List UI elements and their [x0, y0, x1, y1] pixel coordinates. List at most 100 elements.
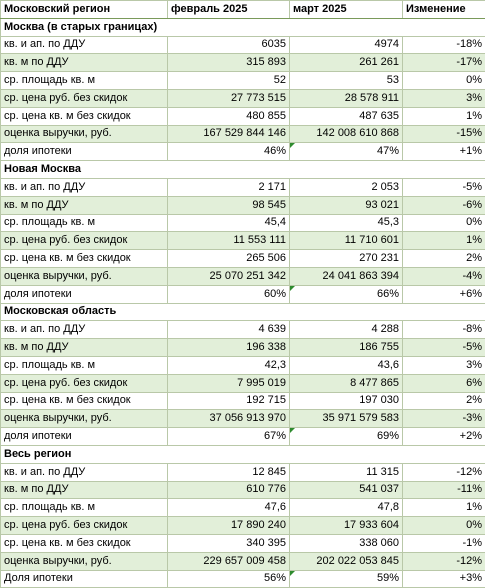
- change-value: -1%: [403, 534, 485, 552]
- section-title: Москва (в старых границах): [1, 18, 485, 36]
- row-label: ср. цена руб. без скидок: [1, 517, 168, 535]
- row-label: ср. площадь кв. м: [1, 356, 168, 374]
- change-value: 3%: [403, 89, 485, 107]
- change-value: +2%: [403, 428, 485, 446]
- mar-value: 47%: [290, 143, 403, 161]
- change-value: +3%: [403, 570, 485, 588]
- mar-value: 35 971 579 583: [290, 410, 403, 428]
- mar-value: 8 477 865: [290, 374, 403, 392]
- row-label: кв. и ап. по ДДУ: [1, 178, 168, 196]
- mar-value: 45,3: [290, 214, 403, 232]
- feb-value: 265 506: [168, 250, 290, 268]
- mar-value: 59%: [290, 570, 403, 588]
- mar-value: 541 037: [290, 481, 403, 499]
- header-feb: февраль 2025: [168, 1, 290, 19]
- change-value: -15%: [403, 125, 485, 143]
- mar-value: 202 022 053 845: [290, 552, 403, 570]
- header-mar: март 2025: [290, 1, 403, 19]
- row-label: оценка выручки, руб.: [1, 410, 168, 428]
- row-label: ср. цена руб. без скидок: [1, 374, 168, 392]
- feb-value: 67%: [168, 428, 290, 446]
- mar-value: 17 933 604: [290, 517, 403, 535]
- change-value: -8%: [403, 321, 485, 339]
- section-title: Московская область: [1, 303, 485, 321]
- mar-value: 69%: [290, 428, 403, 446]
- feb-value: 167 529 844 146: [168, 125, 290, 143]
- feb-value: 47,6: [168, 499, 290, 517]
- feb-value: 2 171: [168, 178, 290, 196]
- feb-value: 480 855: [168, 107, 290, 125]
- change-value: +6%: [403, 285, 485, 303]
- mar-value: 197 030: [290, 392, 403, 410]
- feb-value: 46%: [168, 143, 290, 161]
- change-value: 2%: [403, 250, 485, 268]
- row-label: Доля ипотеки: [1, 570, 168, 588]
- row-label: ср. цена кв. м без скидок: [1, 107, 168, 125]
- row-label: кв. и ап. по ДДУ: [1, 321, 168, 339]
- row-label: оценка выручки, руб.: [1, 552, 168, 570]
- feb-value: 37 056 913 970: [168, 410, 290, 428]
- mar-value: 11 315: [290, 463, 403, 481]
- change-value: 0%: [403, 72, 485, 90]
- row-label: кв. и ап. по ДДУ: [1, 36, 168, 54]
- row-label: ср. цена кв. м без скидок: [1, 250, 168, 268]
- row-label: ср. площадь кв. м: [1, 72, 168, 90]
- change-value: +1%: [403, 143, 485, 161]
- change-value: 1%: [403, 107, 485, 125]
- header-change: Изменение: [403, 1, 485, 19]
- feb-value: 610 776: [168, 481, 290, 499]
- mar-value: 338 060: [290, 534, 403, 552]
- mar-value: 11 710 601: [290, 232, 403, 250]
- feb-value: 229 657 009 458: [168, 552, 290, 570]
- row-label: ср. цена кв. м без скидок: [1, 392, 168, 410]
- feb-value: 315 893: [168, 54, 290, 72]
- feb-value: 7 995 019: [168, 374, 290, 392]
- mar-value: 2 053: [290, 178, 403, 196]
- feb-value: 25 070 251 342: [168, 267, 290, 285]
- table-body: Москва (в старых границах)кв. и ап. по Д…: [1, 18, 485, 588]
- section-row: Москва (в старых границах): [1, 18, 485, 36]
- mar-value: 142 008 610 868: [290, 125, 403, 143]
- change-value: -18%: [403, 36, 485, 54]
- feb-value: 52: [168, 72, 290, 90]
- change-value: -6%: [403, 196, 485, 214]
- change-value: -3%: [403, 410, 485, 428]
- change-value: -17%: [403, 54, 485, 72]
- change-value: -5%: [403, 339, 485, 357]
- feb-value: 60%: [168, 285, 290, 303]
- row-label: ср. цена руб. без скидок: [1, 232, 168, 250]
- row-label: доля ипотеки: [1, 428, 168, 446]
- change-value: 2%: [403, 392, 485, 410]
- mar-value: 53: [290, 72, 403, 90]
- row-label: ср. цена руб. без скидок: [1, 89, 168, 107]
- row-label: кв. м по ДДУ: [1, 481, 168, 499]
- mar-value: 4 288: [290, 321, 403, 339]
- feb-value: 192 715: [168, 392, 290, 410]
- feb-value: 17 890 240: [168, 517, 290, 535]
- section-row: Московская область: [1, 303, 485, 321]
- mar-value: 47,8: [290, 499, 403, 517]
- section-title: Новая Москва: [1, 161, 485, 179]
- feb-value: 42,3: [168, 356, 290, 374]
- row-label: оценка выручки, руб.: [1, 125, 168, 143]
- header-row: Московский регион февраль 2025 март 2025…: [1, 1, 485, 19]
- row-label: доля ипотеки: [1, 143, 168, 161]
- feb-value: 196 338: [168, 339, 290, 357]
